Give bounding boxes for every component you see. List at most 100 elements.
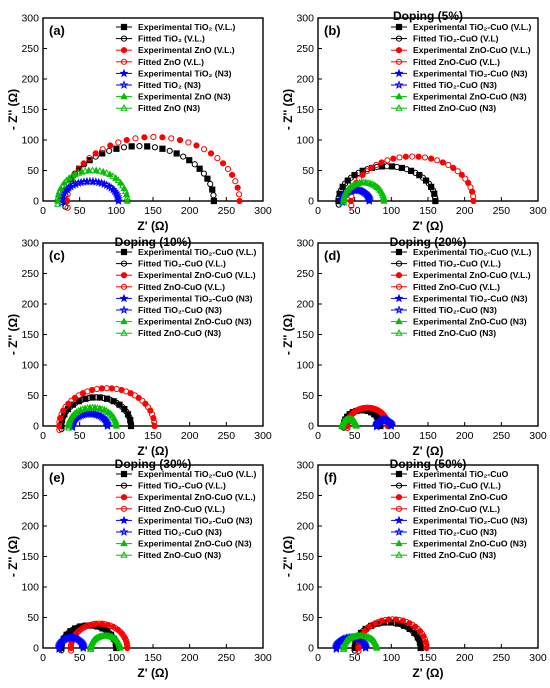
legend-marker bbox=[120, 329, 128, 336]
x-tick-label: 0 bbox=[315, 430, 321, 442]
data-point bbox=[96, 620, 103, 627]
data-point bbox=[80, 160, 87, 167]
data-point bbox=[458, 171, 465, 178]
legend-marker bbox=[394, 293, 404, 303]
data-point bbox=[144, 403, 152, 411]
legend-label: Fitted TiO₂-CuO (N3) bbox=[138, 527, 222, 537]
data-point bbox=[106, 183, 116, 192]
y-tick-label: 200 bbox=[296, 299, 314, 311]
legend-label: Fitted TiO₂-CuO (V.L) bbox=[413, 34, 499, 44]
x-tick-label: 150 bbox=[419, 652, 437, 664]
legend-label: Experimental ZnO-CuO (N3) bbox=[413, 539, 527, 549]
data-point bbox=[56, 426, 63, 434]
x-tick-label: 0 bbox=[315, 205, 321, 217]
data-point bbox=[214, 155, 221, 162]
legend-label: Experimental TiO₂-CuO (N3) bbox=[413, 293, 528, 303]
data-point bbox=[56, 418, 63, 426]
panel-label: (a) bbox=[49, 23, 65, 38]
data-point bbox=[107, 396, 114, 403]
data-point bbox=[64, 204, 71, 211]
data-point bbox=[113, 145, 120, 152]
data-point bbox=[103, 395, 111, 402]
legend-label: Fitted TiO₂-CuO (N3) bbox=[138, 305, 222, 315]
data-point bbox=[428, 155, 435, 162]
legend-marker bbox=[120, 539, 128, 547]
data-point bbox=[236, 197, 243, 205]
y-tick-label: 300 bbox=[296, 460, 314, 472]
data-point bbox=[364, 404, 371, 411]
data-point bbox=[417, 642, 424, 649]
y-tick-label: 50 bbox=[27, 390, 39, 402]
data-point bbox=[352, 408, 359, 415]
data-point bbox=[132, 135, 139, 142]
legend-label: Experimental ZnO-CuO bbox=[413, 492, 508, 502]
data-point bbox=[356, 631, 364, 639]
x-tick-label: 200 bbox=[456, 652, 474, 664]
x-axis-label: Z' (Ω) bbox=[412, 219, 443, 233]
data-point bbox=[73, 178, 83, 188]
legend-marker bbox=[120, 104, 128, 111]
legend-label: Experimental ZnO-CuO (V.L.) bbox=[413, 270, 531, 280]
data-point bbox=[193, 142, 200, 149]
data-point bbox=[372, 642, 381, 650]
data-point bbox=[355, 178, 364, 186]
data-point bbox=[373, 161, 380, 169]
data-point bbox=[116, 642, 124, 650]
legend-marker bbox=[119, 305, 129, 314]
legend-marker bbox=[120, 505, 128, 512]
data-point bbox=[377, 187, 386, 195]
data-point bbox=[467, 184, 474, 191]
legend-label: Experimental TiO₂-CuO (V.L.) bbox=[138, 247, 257, 257]
legend-marker bbox=[119, 68, 129, 78]
data-point bbox=[159, 145, 166, 152]
legend-label: Fitted ZnO-CuO (V.L.) bbox=[413, 504, 500, 514]
data-point bbox=[68, 172, 76, 179]
data-point bbox=[352, 421, 360, 428]
data-point bbox=[107, 142, 114, 149]
data-point bbox=[102, 407, 111, 414]
y-axis-label: - Z'' (Ω) bbox=[6, 536, 20, 577]
x-tick-label: 250 bbox=[493, 652, 511, 664]
data-point bbox=[65, 419, 73, 427]
data-point bbox=[383, 163, 391, 170]
data-point bbox=[363, 168, 370, 175]
y-tick-label: 0 bbox=[33, 643, 39, 655]
data-point bbox=[359, 631, 368, 639]
x-tick-label: 50 bbox=[349, 430, 361, 442]
legend-marker bbox=[120, 260, 128, 267]
data-point bbox=[96, 167, 104, 174]
data-point bbox=[348, 202, 355, 209]
legend-label: Experimental ZnO-CuO (V.L.) bbox=[413, 45, 531, 55]
legend-label: Experimental TiO₂ (N3) bbox=[138, 68, 232, 78]
data-point bbox=[62, 176, 71, 184]
data-point bbox=[68, 397, 75, 404]
data-point bbox=[102, 419, 112, 429]
data-point bbox=[81, 167, 89, 174]
y-tick-label: 250 bbox=[21, 43, 39, 55]
data-point bbox=[69, 633, 79, 642]
y-tick-label: 250 bbox=[21, 268, 39, 280]
data-point bbox=[110, 186, 120, 196]
legend-marker bbox=[394, 80, 404, 89]
data-point bbox=[207, 180, 214, 188]
y-axis-label: - Z'' (Ω) bbox=[6, 89, 20, 130]
x-tick-label: 150 bbox=[144, 205, 162, 217]
data-point bbox=[112, 190, 122, 199]
data-point bbox=[396, 616, 403, 624]
data-point bbox=[66, 632, 76, 642]
legend-marker bbox=[120, 272, 128, 279]
y-tick-label: 300 bbox=[21, 238, 39, 250]
data-point bbox=[341, 180, 349, 187]
data-point bbox=[151, 418, 158, 426]
data-point bbox=[369, 621, 376, 628]
data-point bbox=[450, 164, 457, 172]
y-tick-label: 0 bbox=[33, 421, 39, 433]
legend-marker bbox=[119, 527, 129, 536]
legend-label: Experimental TiO₂-CuO bbox=[413, 469, 509, 479]
legend-label: Fitted ZnO-CuO (V.L.) bbox=[413, 282, 500, 292]
data-point bbox=[204, 175, 211, 182]
y-tick-label: 250 bbox=[21, 490, 39, 502]
y-tick-label: 250 bbox=[296, 490, 314, 502]
data-point bbox=[372, 406, 379, 413]
